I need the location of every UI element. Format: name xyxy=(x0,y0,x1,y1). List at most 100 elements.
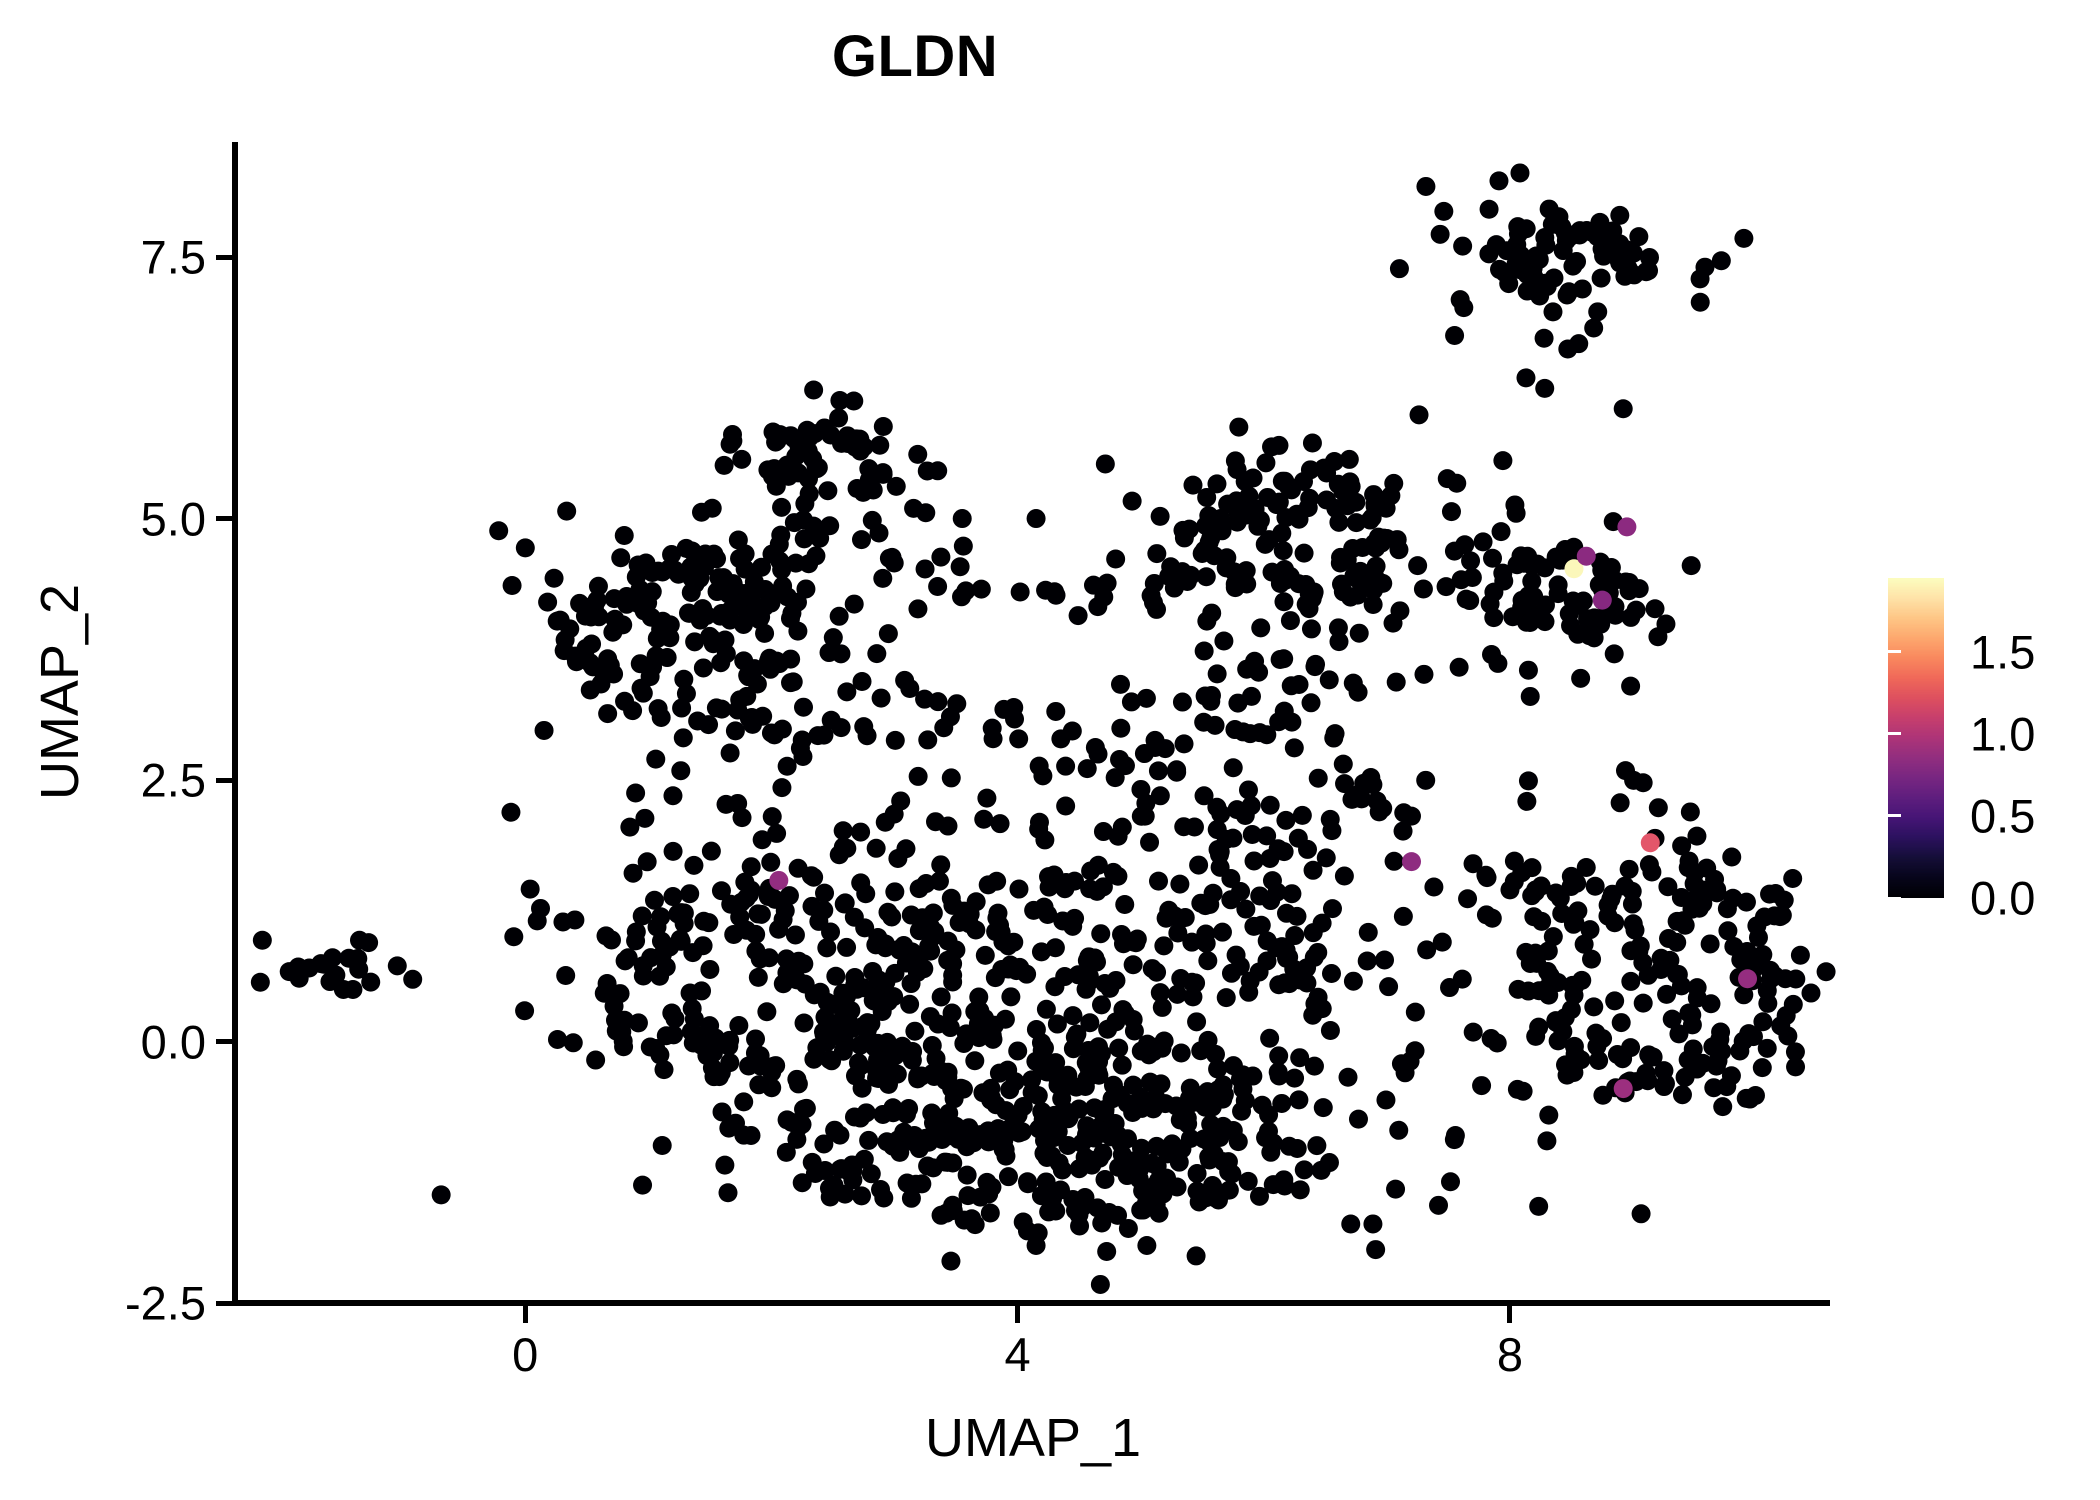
scatter-point xyxy=(1747,916,1767,936)
scatter-point xyxy=(1500,880,1520,900)
scatter-point xyxy=(1783,868,1803,888)
scatter-point xyxy=(926,1049,946,1069)
scatter-point xyxy=(1244,851,1264,871)
scatter-point xyxy=(1363,595,1383,615)
scatter-point xyxy=(1167,984,1187,1004)
scatter-point xyxy=(939,1103,959,1123)
scatter-point xyxy=(1358,922,1378,942)
scatter-point xyxy=(1659,928,1679,948)
scatter-point xyxy=(1477,868,1497,888)
scatter-point xyxy=(1307,1136,1327,1156)
scatter-point xyxy=(1115,756,1135,776)
scatter-point xyxy=(777,963,797,983)
scatter-point xyxy=(1532,911,1552,931)
scatter-point xyxy=(1619,859,1639,879)
scatter-point xyxy=(566,652,586,672)
scatter-point xyxy=(910,1132,930,1152)
scatter-point xyxy=(1152,997,1172,1017)
scatter-point xyxy=(765,889,785,909)
highlighted-scatter-point xyxy=(1576,546,1596,566)
scatter-point xyxy=(515,1001,535,1021)
scatter-point xyxy=(1174,817,1194,837)
scatter-point xyxy=(971,579,991,599)
scatter-point xyxy=(1305,657,1325,677)
scatter-point xyxy=(339,948,359,968)
scatter-point xyxy=(1147,544,1167,564)
scatter-point xyxy=(1524,586,1544,606)
scatter-point xyxy=(387,956,407,976)
scatter-point xyxy=(1461,551,1481,571)
scatter-point xyxy=(583,657,603,677)
scatter-point xyxy=(1214,631,1234,651)
scatter-point xyxy=(1194,641,1214,661)
scatter-point xyxy=(980,1203,1000,1223)
scatter-point xyxy=(1313,1098,1333,1118)
scatter-point xyxy=(515,538,535,558)
scatter-point xyxy=(1700,934,1720,954)
scatter-point xyxy=(1136,688,1156,708)
scatter-point xyxy=(879,548,899,568)
scatter-point xyxy=(1316,848,1336,868)
scatter-point xyxy=(1240,724,1260,744)
scatter-point xyxy=(821,922,841,942)
scatter-point xyxy=(1563,256,1583,276)
scatter-point xyxy=(875,812,895,832)
colorbar-tick-mark xyxy=(2055,732,2068,736)
scatter-point xyxy=(1681,556,1701,576)
scatter-point xyxy=(626,783,646,803)
scatter-point xyxy=(1499,274,1519,294)
scatter-point xyxy=(1734,228,1754,248)
scatter-point xyxy=(1680,802,1700,822)
scatter-point xyxy=(1290,1048,1310,1068)
scatter-point xyxy=(1561,866,1581,886)
scatter-point xyxy=(1621,971,1641,991)
scatter-point xyxy=(916,874,936,894)
scatter-point xyxy=(1000,1080,1020,1100)
scatter-point xyxy=(1384,851,1404,871)
scatter-point xyxy=(588,576,608,596)
scatter-point xyxy=(1555,539,1575,559)
scatter-point xyxy=(663,841,683,861)
scatter-point xyxy=(1564,1062,1584,1082)
scatter-point xyxy=(761,852,781,872)
scatter-point xyxy=(875,938,895,958)
scatter-point xyxy=(1658,877,1678,897)
scatter-point xyxy=(1223,758,1243,778)
scatter-point xyxy=(998,1167,1018,1187)
scatter-point xyxy=(1273,541,1293,561)
scatter-point xyxy=(752,557,772,577)
scatter-point xyxy=(902,1050,922,1070)
scatter-point xyxy=(941,888,961,908)
scatter-point xyxy=(1260,795,1280,815)
scatter-point xyxy=(1610,205,1630,225)
scatter-point xyxy=(1529,1017,1549,1037)
scatter-point xyxy=(1416,176,1436,196)
scatter-point xyxy=(826,966,846,986)
scatter-point xyxy=(250,972,270,992)
scatter-point xyxy=(788,1074,808,1094)
scatter-point xyxy=(1453,236,1473,256)
scatter-point xyxy=(1672,836,1692,856)
scatter-point xyxy=(1112,1055,1132,1075)
scatter-point xyxy=(1717,1077,1737,1097)
scatter-point xyxy=(1108,1205,1128,1225)
scatter-point xyxy=(1252,1095,1272,1115)
scatter-point xyxy=(1576,857,1596,877)
scatter-point xyxy=(977,788,997,808)
scatter-point xyxy=(1094,587,1114,607)
scatter-point xyxy=(1393,906,1413,926)
scatter-point xyxy=(1706,1056,1726,1076)
scatter-point xyxy=(931,855,951,875)
scatter-point xyxy=(751,1056,771,1076)
scatter-point xyxy=(773,910,793,930)
scatter-point xyxy=(1196,924,1216,944)
scatter-point xyxy=(792,1114,812,1134)
scatter-point xyxy=(824,1175,844,1195)
scatter-point xyxy=(757,1002,777,1022)
scatter-point xyxy=(941,1251,961,1271)
scatter-point xyxy=(1259,530,1279,550)
scatter-point xyxy=(845,968,865,988)
scatter-point xyxy=(833,837,853,857)
scatter-point xyxy=(1091,924,1111,944)
scatter-point xyxy=(851,822,871,842)
